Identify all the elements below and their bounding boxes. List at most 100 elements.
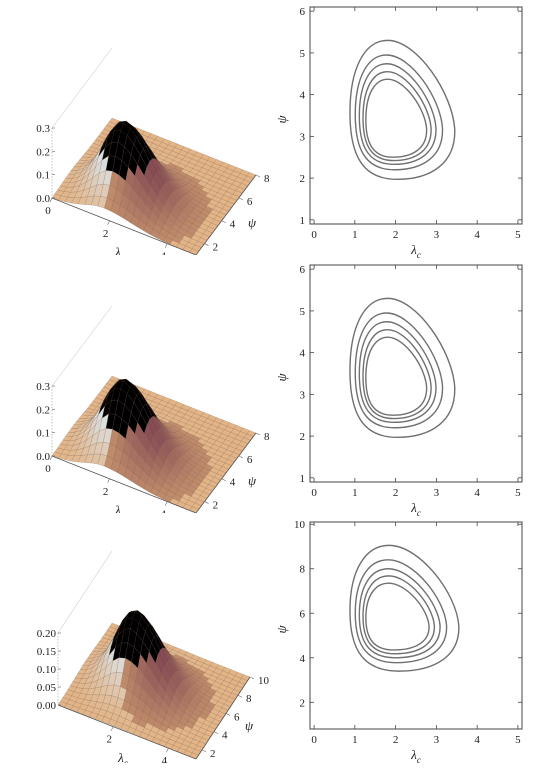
contour-line [349,39,456,181]
box-edge [51,47,113,129]
z-tick-label: 0.1 [36,170,50,182]
contour-line [354,559,448,664]
contour-line [358,63,437,166]
y-tick-label: 6 [300,264,306,276]
x-axis-label-subscript: c [417,250,421,258]
y-tick-label: 2 [213,500,219,512]
y-tick [237,694,243,698]
x-tick [166,748,169,753]
x-tick-label: 4 [162,755,168,763]
y-tick-label: 2 [213,242,219,254]
y-tick-label: 10 [258,675,270,687]
x-tick-label: 3 [434,487,440,499]
x-tick [49,197,53,203]
y-tick [238,197,243,201]
y-tick-label: 4 [300,653,306,665]
y-tick [213,731,219,734]
x-tick-label: 0 [311,229,317,241]
contour-line [358,568,441,659]
z-tick-label: 0.0 [36,193,50,205]
y-tick-label: 8 [300,564,306,576]
x-tick-label: 1 [352,229,358,241]
box-edge [195,676,251,760]
x-tick [110,726,114,731]
y-axis-label: ψ [274,373,289,382]
y-tick-label: 4 [300,348,306,360]
y-tick [201,749,207,753]
x-axis-label-subscript: c [121,511,125,514]
z-tick-label: 0.05 [37,682,57,694]
x-axis-label-main: λ [117,750,124,763]
z-tick-label: 0.20 [37,628,57,640]
box-edge [51,305,113,387]
y-tick-label: 1 [300,215,306,227]
y-tick [249,676,255,680]
y-axis-label: ψ [274,115,289,124]
x-axis-label: λc [114,245,125,256]
y-tick-label: 5 [300,48,306,60]
y-tick [255,432,261,436]
z-tick-label: 0.00 [37,700,57,712]
plot-frame [309,521,523,730]
y-tick-label: 10 [294,519,306,531]
y-tick [238,455,243,459]
y-tick [225,713,231,716]
z-tick-label: 0.10 [37,664,57,676]
x-tick-label: 2 [393,734,399,746]
contour-plot: 0 1 2 3 4 5 2 4 6 8 10 ψ λc [274,519,523,765]
x-tick-label: 3 [434,734,440,746]
box-edge [57,550,113,634]
x-tick-label: 4 [474,229,480,241]
x-axis-label-main: λ [410,500,417,515]
x-tick-label: 2 [106,734,112,746]
y-tick-label: 4 [230,219,236,231]
y-tick-label: 1 [300,473,306,485]
x-tick-label: 4 [160,509,166,513]
y-tick-label: 6 [234,711,240,723]
y-tick-label: 6 [247,196,253,208]
box-edge [51,197,197,256]
contour-line [354,54,444,171]
x-axis-label: λc [114,503,125,514]
z-tick-label: 0.2 [36,146,50,158]
y-tick [204,501,209,504]
x-tick-label: 0 [45,463,51,475]
x-axis-label-subscript: c [417,508,421,516]
y-tick-label: 2 [300,697,306,709]
x-axis-label: λc [410,242,421,258]
x-tick-label: 0 [311,734,317,746]
y-tick-label: 2 [300,431,306,443]
box-edge [57,704,197,760]
x-tick-label: 2 [103,228,109,240]
x-tick-label: 4 [160,251,166,255]
x-axis-label-main: λ [114,503,121,514]
y-tick-label: 2 [210,748,216,760]
x-axis-label-subscript: c [417,755,421,763]
y-tick-label: 6 [300,6,306,18]
y-tick-label: 2 [300,173,306,185]
surface-plot: 0.00.10.20.30242468λcψ [36,47,270,263]
y-tick-label: 3 [300,389,306,401]
y-tick-label: 5 [300,306,306,318]
x-tick [107,478,110,483]
x-tick-label: 4 [474,734,480,746]
contour-line [362,70,432,162]
y-tick-label: 4 [300,90,306,102]
y-tick [255,174,261,178]
y-tick [204,243,209,246]
y-tick-label: 6 [247,454,253,466]
x-tick-label: 0 [45,205,51,217]
x-tick-label: 2 [103,486,109,498]
contour-line [349,544,460,672]
x-tick [164,243,168,248]
box-edge [51,455,197,514]
plot-frame [309,264,523,483]
y-tick-label: 4 [222,730,228,742]
z-tick-label: 0.2 [36,404,50,416]
x-tick-label: 2 [393,487,399,499]
contour-line [362,575,436,655]
x-tick-label: 3 [434,229,440,241]
